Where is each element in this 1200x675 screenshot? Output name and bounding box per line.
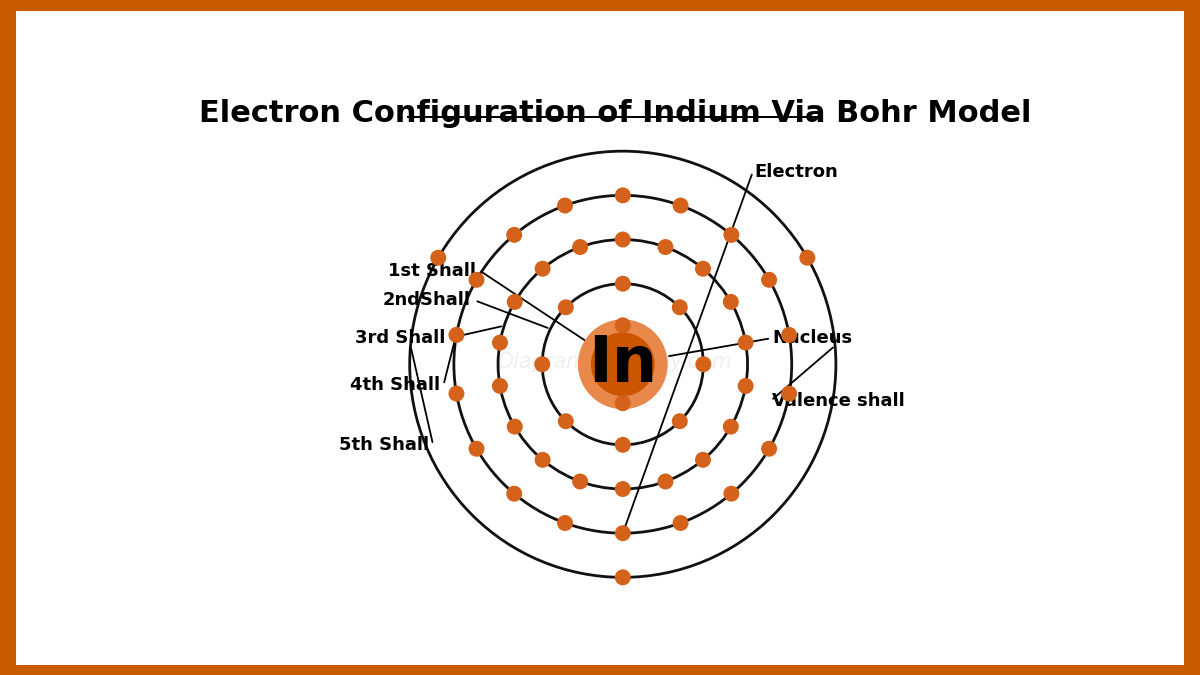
Circle shape [431, 250, 445, 265]
Circle shape [469, 273, 484, 287]
Circle shape [673, 198, 688, 213]
Circle shape [696, 261, 710, 276]
Circle shape [572, 240, 588, 254]
Circle shape [449, 327, 463, 342]
Circle shape [616, 188, 630, 202]
Text: 4th Shall: 4th Shall [349, 376, 440, 394]
Circle shape [616, 277, 630, 291]
Text: Diagramacademy.com: Diagramacademy.com [498, 352, 732, 372]
Circle shape [578, 320, 667, 408]
Circle shape [782, 386, 797, 401]
Text: In: In [588, 333, 658, 396]
Circle shape [616, 526, 630, 541]
Circle shape [724, 294, 738, 309]
Circle shape [672, 414, 688, 429]
Circle shape [572, 475, 588, 489]
Circle shape [724, 227, 739, 242]
Circle shape [558, 300, 574, 315]
Text: 5th Shall: 5th Shall [340, 436, 430, 454]
Circle shape [616, 437, 630, 452]
Text: 3rd Shall: 3rd Shall [355, 329, 445, 347]
Circle shape [469, 441, 484, 456]
Text: Electron Configuration of Indium Via Bohr Model: Electron Configuration of Indium Via Boh… [199, 99, 1031, 128]
Circle shape [558, 198, 572, 213]
Circle shape [493, 379, 508, 394]
Circle shape [738, 379, 752, 394]
Circle shape [535, 261, 550, 276]
Circle shape [696, 452, 710, 467]
Circle shape [724, 487, 739, 501]
Circle shape [616, 232, 630, 247]
Circle shape [508, 419, 522, 434]
Circle shape [762, 441, 776, 456]
Circle shape [762, 273, 776, 287]
Text: 2ndShall: 2ndShall [383, 292, 472, 309]
Circle shape [506, 487, 522, 501]
Circle shape [672, 300, 688, 315]
Circle shape [724, 419, 738, 434]
Bar [407, 116, 823, 118]
Circle shape [616, 482, 630, 496]
Text: 1st Shall: 1st Shall [389, 262, 476, 279]
Text: Nucleus: Nucleus [773, 329, 853, 347]
Circle shape [558, 516, 572, 531]
Circle shape [592, 333, 654, 396]
Circle shape [506, 227, 522, 242]
Circle shape [673, 516, 688, 531]
Circle shape [616, 396, 630, 410]
Circle shape [658, 475, 673, 489]
Circle shape [616, 318, 630, 333]
Circle shape [738, 335, 752, 350]
Circle shape [696, 357, 710, 371]
Text: Electron: Electron [755, 163, 838, 181]
Text: Valence shall: Valence shall [773, 392, 905, 410]
Circle shape [658, 240, 673, 254]
Circle shape [616, 570, 630, 585]
Circle shape [535, 452, 550, 467]
Circle shape [535, 357, 550, 371]
Circle shape [558, 414, 574, 429]
Circle shape [449, 386, 463, 401]
Circle shape [782, 327, 797, 342]
Circle shape [508, 294, 522, 309]
Circle shape [800, 250, 815, 265]
Circle shape [493, 335, 508, 350]
